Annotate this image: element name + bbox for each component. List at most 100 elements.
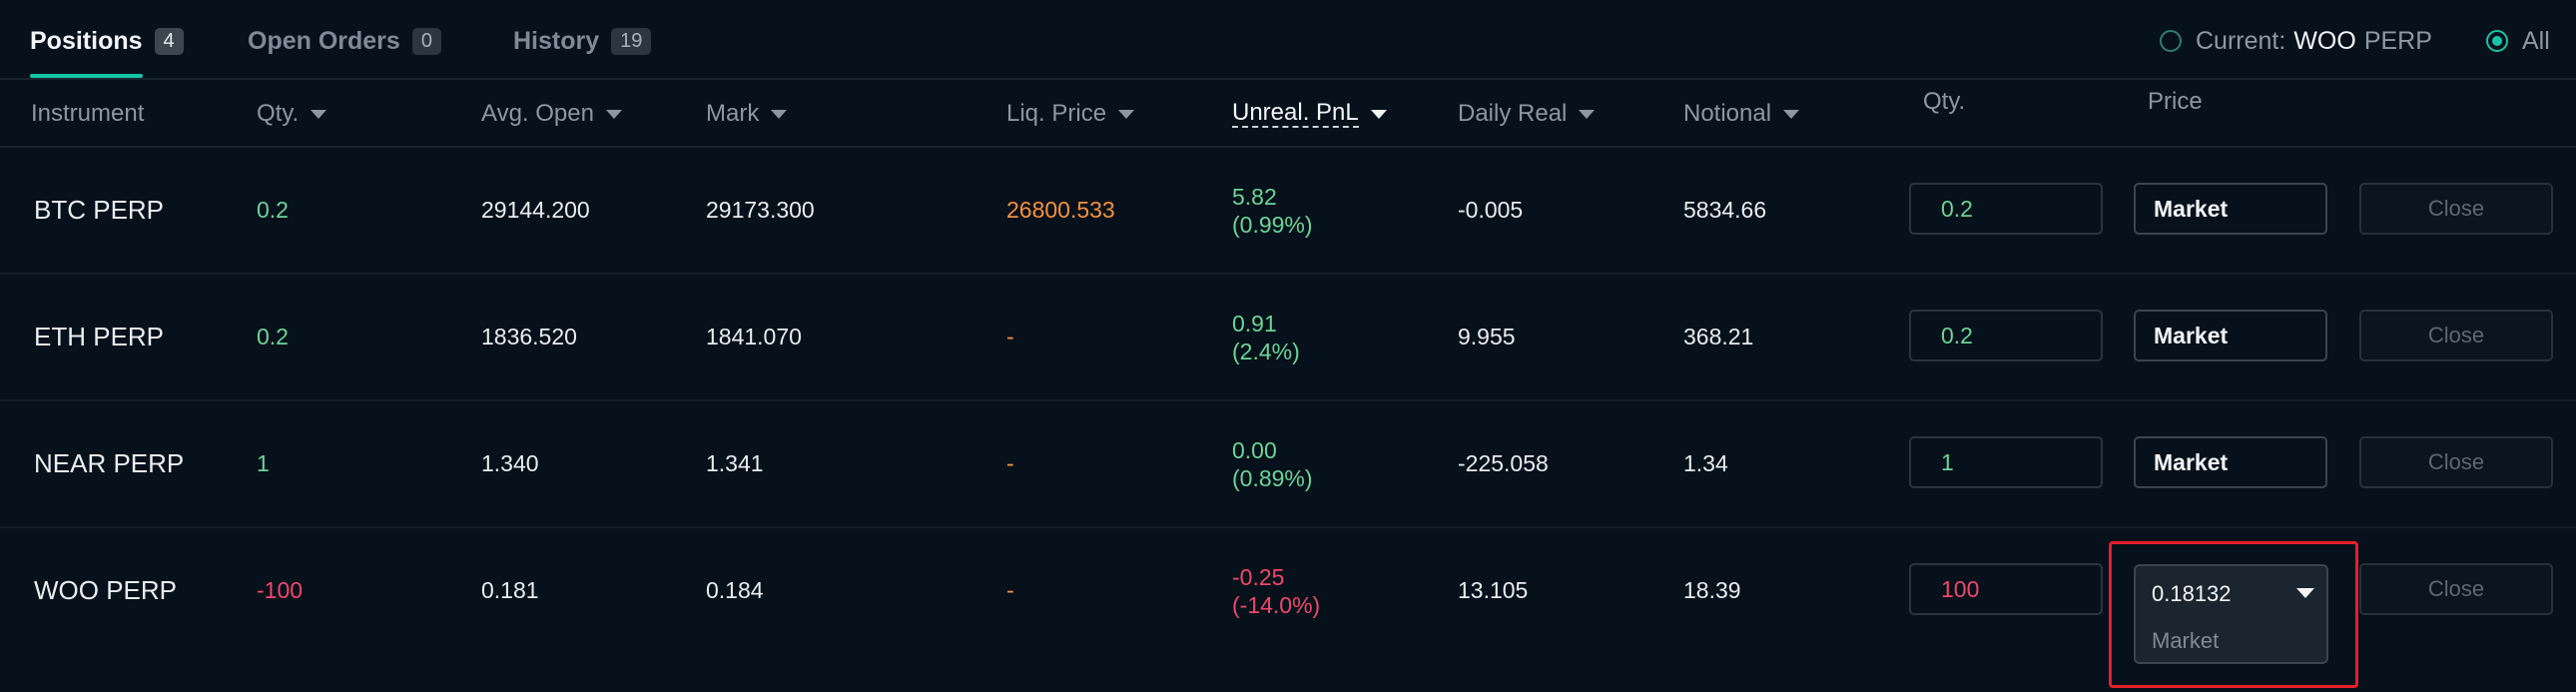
close-qty-input[interactable]: 0.2: [1909, 183, 2103, 235]
filter-current-suffix: PERP: [2363, 26, 2432, 55]
sort-caret-icon: [1579, 109, 1596, 119]
mark-value: 0.184: [706, 577, 764, 603]
close-qty-input[interactable]: 0.2: [1909, 310, 2103, 361]
instrument-name: BTC PERP: [34, 195, 165, 225]
qty-value: 1: [257, 450, 270, 476]
filter-current-symbol: WOO: [2293, 26, 2356, 55]
close-price-input[interactable]: Market: [2134, 183, 2327, 235]
qty-value: 0.2: [257, 197, 289, 223]
radio-on-icon: [2486, 30, 2508, 52]
unreal-pnl: 5.82 (0.99%): [1232, 148, 1313, 273]
sort-caret-icon: [1118, 109, 1135, 119]
close-button[interactable]: Close: [2359, 436, 2553, 488]
avg-open-value: 1836.520: [481, 324, 577, 349]
sort-caret-icon: [1783, 109, 1800, 119]
pnl-value: 5.82: [1232, 183, 1277, 210]
col-liq-price[interactable]: Liq. Price: [1006, 80, 1135, 148]
avg-open-value: 29144.200: [481, 197, 590, 223]
avg-open-value: 0.181: [481, 577, 539, 603]
col-label: Avg. Open: [481, 100, 594, 127]
col-close-qty: Qty.: [1923, 68, 1965, 136]
close-qty-input[interactable]: 100: [1909, 563, 2103, 615]
daily-real-value: -225.058: [1458, 450, 1549, 476]
table-header: Instrument Qty. Avg. Open Mark Liq. Pric…: [0, 80, 2576, 148]
liq-price-value: -: [1006, 450, 1014, 476]
pnl-percent: (2.4%): [1232, 338, 1300, 364]
table-row: ETH PERP 0.2 1836.520 1841.070 - 0.91 (2…: [0, 275, 2576, 401]
pnl-value: -0.25: [1232, 563, 1285, 590]
mark-value: 1841.070: [706, 324, 802, 349]
col-label: Mark: [706, 100, 760, 127]
pnl-percent: (0.99%): [1232, 211, 1313, 238]
instrument-name: ETH PERP: [34, 322, 165, 351]
qty-value: 0.2: [257, 324, 289, 349]
tab-count-badge: 0: [411, 27, 441, 55]
qty-value: -100: [257, 577, 304, 603]
filter-all-radio[interactable]: All: [2486, 24, 2550, 58]
liq-price-value: -: [1006, 324, 1014, 349]
tab-positions[interactable]: Positions 4: [30, 24, 184, 58]
liq-price-value: 26800.533: [1006, 197, 1115, 223]
sort-caret-icon: [605, 109, 622, 119]
col-label: Daily Real: [1458, 100, 1568, 127]
price-type-dropdown[interactable]: 0.18132 Market: [2134, 564, 2328, 664]
close-price-input[interactable]: Market: [2134, 436, 2327, 488]
col-label: Unreal. PnL: [1232, 99, 1359, 128]
pnl-percent: (-14.0%): [1232, 591, 1321, 618]
col-label: Qty.: [257, 100, 300, 127]
close-button[interactable]: Close: [2359, 563, 2553, 615]
col-label: Qty.: [1923, 88, 1966, 115]
sort-caret-icon: [1370, 109, 1387, 119]
pnl-value: 0.91: [1232, 310, 1277, 337]
mark-value: 1.341: [706, 450, 764, 476]
col-label: Instrument: [31, 100, 145, 127]
filter-current-radio[interactable]: Current: WOO PERP: [2160, 24, 2432, 58]
unreal-pnl: -0.25 (-14.0%): [1232, 528, 1320, 653]
mark-value: 29173.300: [706, 197, 815, 223]
notional-value: 368.21: [1683, 324, 1754, 349]
sort-caret-icon: [771, 109, 788, 119]
col-mark[interactable]: Mark: [706, 80, 788, 148]
chevron-down-icon[interactable]: [2296, 588, 2314, 598]
daily-real-value: 13.105: [1458, 577, 1529, 603]
col-instrument: Instrument: [31, 80, 144, 148]
sort-caret-icon: [311, 109, 327, 119]
pnl-percent: (0.89%): [1232, 464, 1313, 491]
table-row: BTC PERP 0.2 29144.200 29173.300 26800.5…: [0, 148, 2576, 275]
daily-real-value: 9.955: [1458, 324, 1516, 349]
tab-history[interactable]: History 19: [513, 24, 652, 58]
instrument-name: NEAR PERP: [34, 448, 185, 478]
dropdown-selected-value[interactable]: 0.18132: [2152, 581, 2232, 606]
tab-label: Open Orders: [248, 26, 400, 55]
tab-label: Positions: [30, 26, 143, 55]
unreal-pnl: 0.00 (0.89%): [1232, 401, 1313, 526]
col-label: Price: [2148, 88, 2203, 115]
table-row: NEAR PERP 1 1.340 1.341 - 0.00 (0.89%) -…: [0, 401, 2576, 528]
col-avg-open[interactable]: Avg. Open: [481, 80, 622, 148]
radio-off-icon: [2160, 30, 2182, 52]
notional-value: 5834.66: [1683, 197, 1767, 223]
notional-value: 18.39: [1683, 577, 1741, 603]
instrument-name: WOO PERP: [34, 575, 178, 605]
tab-count-badge: 4: [154, 27, 184, 55]
col-label: Liq. Price: [1006, 100, 1107, 127]
tab-open-orders[interactable]: Open Orders 0: [248, 24, 441, 58]
close-qty-input[interactable]: 1: [1909, 436, 2103, 488]
close-button[interactable]: Close: [2359, 183, 2553, 235]
tab-count-badge: 19: [611, 27, 652, 55]
filter-all-label: All: [2522, 26, 2550, 55]
col-qty[interactable]: Qty.: [257, 80, 327, 148]
avg-open-value: 1.340: [481, 450, 539, 476]
dropdown-option-market[interactable]: Market: [2152, 628, 2220, 653]
col-daily-real[interactable]: Daily Real: [1458, 80, 1596, 148]
col-close-price: Price: [2148, 68, 2203, 136]
tab-label: History: [513, 26, 600, 55]
close-button[interactable]: Close: [2359, 310, 2553, 361]
col-notional[interactable]: Notional: [1683, 80, 1800, 148]
close-price-input[interactable]: Market: [2134, 310, 2327, 361]
col-unreal-pnl[interactable]: Unreal. PnL: [1232, 80, 1387, 148]
table-row: WOO PERP -100 0.181 0.184 - -0.25 (-14.0…: [0, 528, 2576, 655]
notional-value: 1.34: [1683, 450, 1728, 476]
tab-bar: Positions 4 Open Orders 0 History 19 Cur…: [0, 0, 2576, 80]
